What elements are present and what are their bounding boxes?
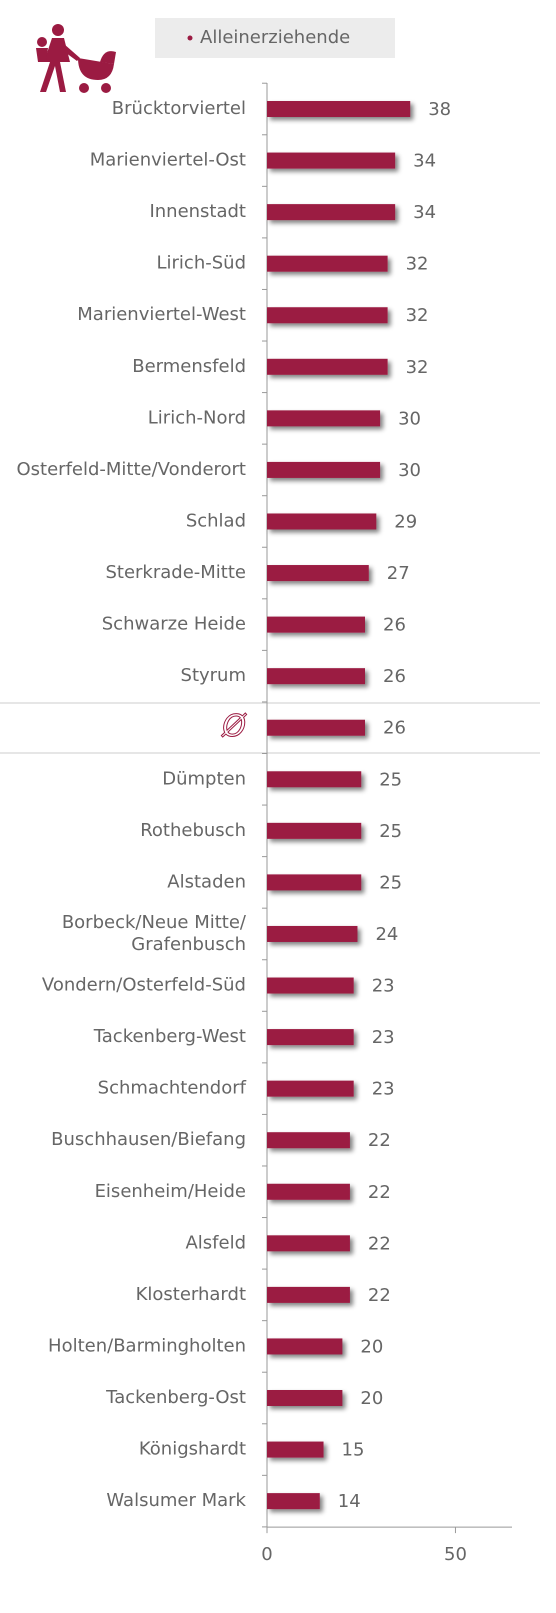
y-tick-label: Brücktorviertel bbox=[112, 98, 246, 119]
value-label: 14 bbox=[338, 1491, 361, 1512]
y-tick-label: Schmachtendorf bbox=[98, 1078, 247, 1099]
bar bbox=[267, 1390, 343, 1406]
value-label: 22 bbox=[368, 1233, 391, 1254]
y-tick-label: Osterfeld-Mitte/Vonderort bbox=[16, 459, 246, 480]
value-label: 30 bbox=[398, 460, 421, 481]
value-label: 26 bbox=[383, 718, 406, 739]
value-label: 24 bbox=[375, 924, 398, 945]
value-label: 32 bbox=[406, 305, 429, 326]
y-tick-label: Schwarze Heide bbox=[102, 614, 246, 635]
value-label: 23 bbox=[372, 1079, 395, 1100]
bar bbox=[267, 204, 396, 221]
bar bbox=[267, 358, 388, 375]
bar bbox=[267, 1080, 354, 1097]
value-label: 25 bbox=[379, 769, 402, 790]
y-tick-label: Lirich-Nord bbox=[148, 407, 246, 428]
y-tick-label: Marienviertel-Ost bbox=[90, 150, 246, 171]
bar bbox=[267, 513, 377, 530]
value-label: 23 bbox=[372, 1027, 395, 1048]
value-label: 20 bbox=[360, 1388, 383, 1409]
value-label: 15 bbox=[342, 1440, 365, 1461]
bar bbox=[267, 822, 362, 839]
bar bbox=[267, 101, 411, 117]
bar bbox=[267, 668, 365, 685]
y-tick-label: Alstaden bbox=[167, 871, 246, 892]
value-label: 22 bbox=[368, 1130, 391, 1151]
bar bbox=[267, 461, 381, 478]
bar bbox=[267, 925, 358, 942]
bar bbox=[267, 410, 381, 427]
y-tick-label: Alsfeld bbox=[185, 1232, 246, 1253]
value-label: 32 bbox=[406, 357, 429, 378]
y-tick-label: Walsumer Mark bbox=[106, 1490, 246, 1511]
legend-marker bbox=[187, 35, 193, 41]
bar bbox=[267, 719, 365, 736]
y-tick-label: Eisenheim/Heide bbox=[95, 1181, 246, 1202]
value-label: 22 bbox=[368, 1182, 391, 1203]
bar bbox=[267, 1493, 320, 1510]
value-label: 29 bbox=[394, 511, 417, 532]
bar bbox=[267, 1441, 324, 1458]
y-tick-label: Ø bbox=[220, 709, 247, 744]
y-tick-label: Tackenberg-Ost bbox=[105, 1387, 246, 1408]
y-tick-label: Innenstadt bbox=[149, 201, 246, 222]
bar bbox=[267, 565, 369, 582]
value-label: 20 bbox=[360, 1336, 383, 1357]
bar bbox=[267, 255, 388, 272]
value-label: 26 bbox=[383, 615, 406, 636]
y-tick-label: Holten/Barmingholten bbox=[48, 1335, 246, 1356]
bar bbox=[267, 1235, 350, 1252]
y-tick-label: Königshardt bbox=[139, 1439, 246, 1460]
bar bbox=[267, 1132, 350, 1149]
y-tick-label: Marienviertel-West bbox=[77, 304, 246, 325]
y-tick-label: Dümpten bbox=[162, 768, 246, 789]
x-tick-label: 0 bbox=[261, 1544, 272, 1565]
bar bbox=[267, 1183, 350, 1200]
value-label: 27 bbox=[387, 563, 410, 584]
value-label: 25 bbox=[379, 821, 402, 842]
y-tick-label: Schlad bbox=[186, 510, 246, 531]
value-label: 34 bbox=[413, 151, 436, 172]
value-label: 26 bbox=[383, 666, 406, 687]
y-tick-label: Buschhausen/Biefang bbox=[51, 1129, 246, 1150]
bar bbox=[267, 1029, 354, 1046]
bar bbox=[267, 1286, 350, 1303]
y-tick-label: Bermensfeld bbox=[132, 356, 246, 377]
y-tick-label: Lirich-Süd bbox=[157, 253, 247, 274]
bar bbox=[267, 771, 362, 788]
value-label: 25 bbox=[379, 872, 402, 893]
value-label: 22 bbox=[368, 1285, 391, 1306]
y-tick-label: Borbeck/Neue Mitte/Grafenbusch bbox=[62, 912, 247, 955]
bar bbox=[267, 1338, 343, 1355]
bar bbox=[267, 307, 388, 324]
value-label: 30 bbox=[398, 408, 421, 429]
value-label: 34 bbox=[413, 202, 436, 223]
y-tick-label: Styrum bbox=[181, 665, 246, 686]
y-tick-label: Tackenberg-West bbox=[93, 1026, 246, 1047]
y-tick-label: Vondern/Osterfeld-Süd bbox=[42, 975, 246, 996]
bar bbox=[267, 977, 354, 994]
bar bbox=[267, 874, 362, 891]
bar bbox=[267, 152, 396, 169]
legend-box bbox=[155, 18, 395, 58]
bar bbox=[267, 616, 365, 633]
y-tick-label: Rothebusch bbox=[140, 820, 246, 841]
value-label: 23 bbox=[372, 976, 395, 997]
value-label: 38 bbox=[428, 99, 451, 120]
x-tick-label: 50 bbox=[444, 1544, 467, 1565]
y-tick-label: Klosterhardt bbox=[136, 1284, 246, 1305]
y-tick-label: Sterkrade-Mitte bbox=[105, 562, 246, 583]
icon bbox=[36, 24, 116, 93]
legend-label: Alleinerziehende bbox=[200, 27, 350, 48]
value-label: 32 bbox=[406, 254, 429, 275]
